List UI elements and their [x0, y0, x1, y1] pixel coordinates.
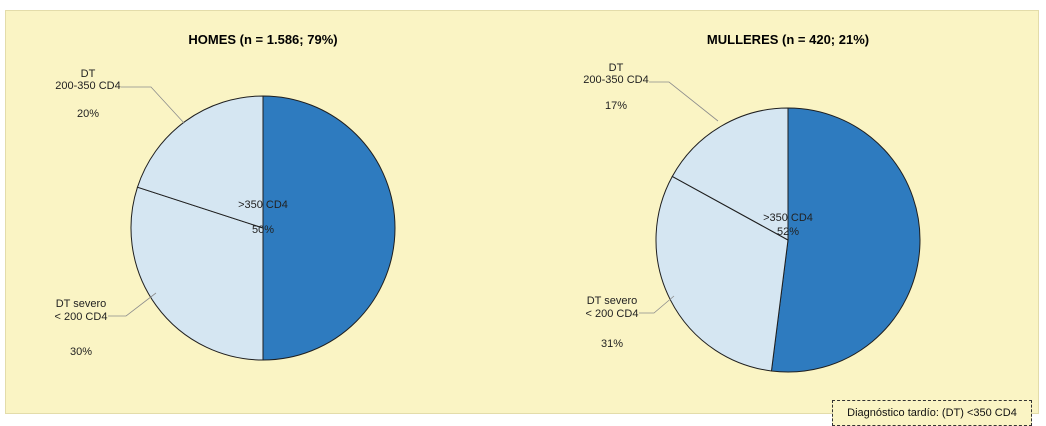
slice-label: DT: [81, 68, 96, 80]
slice-value-label: 50%: [252, 224, 274, 236]
slice-label: DT severo: [56, 298, 107, 310]
slice-label: DT severo: [587, 295, 638, 307]
slice-value-label: 20%: [77, 108, 99, 120]
slice-label: DT: [609, 62, 624, 74]
pie-chart-1: HOMES (n = 1.586; 79%) >350 CD4 50% DT seve…: [55, 32, 396, 361]
pie-slice: [136, 95, 264, 229]
slice-label: < 200 CD4: [55, 311, 108, 323]
leader-line: [639, 295, 675, 314]
slice-value-label: 17%: [605, 100, 627, 112]
pie-slice: [655, 175, 789, 372]
slice-label: < 200 CD4: [586, 308, 639, 320]
slice-value-label: 30%: [70, 346, 92, 358]
leader-line: [108, 292, 157, 317]
pie-slice: [130, 186, 264, 361]
slice-label: >350 CD4: [763, 212, 813, 224]
legend-note: Diagnóstico tardío: (DT) <350 CD4: [832, 400, 1032, 426]
leader-line: [649, 81, 719, 122]
chart-panel: HOMES (n = 1.586; 79%) >350 CD4 50% DT seve…: [5, 10, 1039, 426]
pie-slice: [671, 107, 789, 241]
slice-value-label: 31%: [601, 338, 623, 350]
slice-label: >350 CD4: [238, 199, 288, 211]
pie-chart-2: MULLERES (n = 420; 21%) >350 CD4 52% DT sev…: [583, 32, 921, 373]
pie-slice: [770, 107, 921, 373]
chart-title: HOMES (n = 1.586; 79%): [188, 32, 337, 47]
chart-title: MULLERES (n = 420; 21%): [707, 32, 869, 47]
pie-slice: [262, 95, 396, 361]
pie-charts: HOMES (n = 1.586; 79%) >350 CD4 50% DT seve…: [55, 32, 921, 373]
slice-value-label: 52%: [777, 226, 799, 238]
leader-line: [121, 86, 185, 124]
slice-label: 200-350 CD4: [583, 74, 648, 86]
slice-label: 200-350 CD4: [55, 80, 120, 92]
